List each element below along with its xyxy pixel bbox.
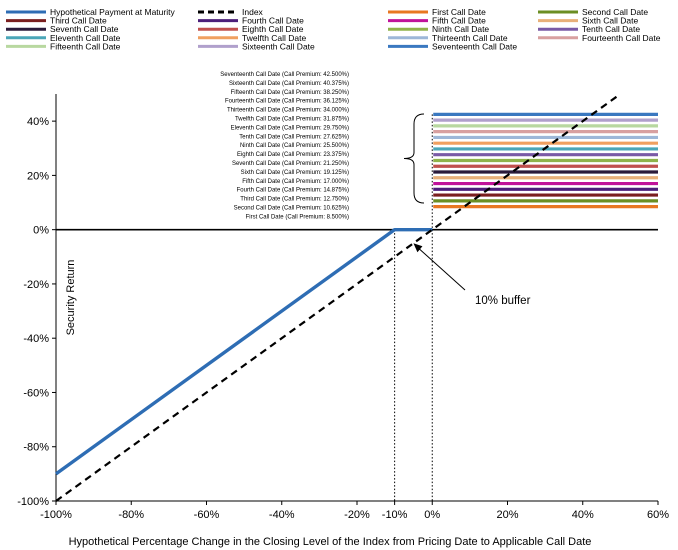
call-premium-annotations: Seventeenth Call Date (Call Premium: 42.… xyxy=(220,72,530,307)
payment-line xyxy=(55,227,433,476)
legend-label: Thirteenth Call Date xyxy=(432,33,508,43)
buffer-label: 10% buffer xyxy=(475,295,531,307)
legend-label: Fourth Call Date xyxy=(242,16,304,26)
call-premium-label: Twelfth Call Date (Call Premium: 31.875%… xyxy=(235,117,349,123)
y-axis-title: Security Return xyxy=(65,260,77,336)
x-tick-label: 40% xyxy=(572,509,594,521)
y-tick-label: 0% xyxy=(33,225,49,237)
plot-area: 40% 20% 0% -20% -40% -60% -80% -100%-100% -80% -6… xyxy=(17,93,669,521)
call-premium-label: Seventh Call Date (Call Premium: 21.250%… xyxy=(232,161,349,167)
legend-label: Seventh Call Date xyxy=(50,24,119,34)
legend-label: Fifteenth Call Date xyxy=(50,41,121,51)
call-premium-label: Tenth Call Date (Call Premium: 27.625%) xyxy=(239,134,349,140)
y-tick-label: -100% xyxy=(17,496,49,508)
y-tick-label: 20% xyxy=(27,170,49,182)
legend-label: Seventeenth Call Date xyxy=(432,41,517,51)
legend-label: Fourteenth Call Date xyxy=(582,33,661,43)
y-tick-label: -80% xyxy=(23,442,49,454)
brace xyxy=(403,113,425,204)
legend-label: First Call Date xyxy=(432,7,486,17)
legend-label: Eleventh Call Date xyxy=(50,33,121,43)
legend-label: Index xyxy=(242,7,264,17)
call-premium-label: Fifteenth Call Date (Call Premium: 38.25… xyxy=(231,90,349,96)
call-premium-label: Fourteenth Call Date (Call Premium: 36.1… xyxy=(225,99,349,105)
x-tick-label: -100% xyxy=(40,509,72,521)
x-tick-label: 20% xyxy=(496,509,518,521)
buffer-arrow-head xyxy=(413,243,423,253)
legend-label: Eighth Call Date xyxy=(242,24,304,34)
call-premium-label: Eleventh Call Date (Call Premium: 29.750… xyxy=(231,125,349,131)
call-premium-label: Sixteenth Call Date (Call Premium: 40.37… xyxy=(229,81,349,87)
x-axis-title: Hypothetical Percentage Change in the Cl… xyxy=(69,536,592,548)
call-premium-label: Fourth Call Date (Call Premium: 14.875%) xyxy=(237,188,349,194)
legend-label: Third Call Date xyxy=(50,16,107,26)
call-premium-label: Sixth Call Date (Call Premium: 19.125%) xyxy=(241,170,349,176)
call-premium-label: Third Call Date (Call Premium: 12.750%) xyxy=(240,197,349,203)
call-premium-label: Ninth Call Date (Call Premium: 25.500%) xyxy=(240,143,349,149)
legend-label: Fifth Call Date xyxy=(432,16,486,26)
call-premium-label: Second Call Date (Call Premium: 10.625%) xyxy=(234,206,349,212)
y-tick-label: -20% xyxy=(23,279,49,291)
x-tick-label: 60% xyxy=(647,509,669,521)
x-tick-label: -20% xyxy=(344,509,370,521)
legend-label: Twelfth Call Date xyxy=(242,33,307,43)
y-tick-label: -40% xyxy=(23,333,49,345)
call-premium-label: Eighth Call Date (Call Premium: 23.375%) xyxy=(237,152,349,158)
x-tick-label: 0% xyxy=(424,509,440,521)
legend-label: Ninth Call Date xyxy=(432,24,489,34)
legend-label: Second Call Date xyxy=(582,7,648,17)
x-tick-label: -80% xyxy=(118,509,144,521)
buffer-arrow-line xyxy=(417,246,466,291)
x-tick-label: -10% xyxy=(382,509,408,521)
call-premium-label: Thirteenth Call Date (Call Premium: 34.0… xyxy=(227,108,349,114)
y-tick-label: 40% xyxy=(27,116,49,128)
y-tick-label: -60% xyxy=(23,387,49,399)
call-premium-label: Seventeenth Call Date (Call Premium: 42.… xyxy=(220,72,349,78)
x-tick-label: -60% xyxy=(194,509,220,521)
legend: Hypothetical Payment at Maturity Index Fir… xyxy=(6,7,661,51)
x-tick-label: -40% xyxy=(269,509,295,521)
call-premium-label: First Call Date (Call Premium: 8.500%) xyxy=(246,214,349,220)
legend-label: Hypothetical Payment at Maturity xyxy=(50,7,175,17)
legend-label: Tenth Call Date xyxy=(582,24,640,34)
legend-label: Sixteenth Call Date xyxy=(242,41,315,51)
legend-label: Sixth Call Date xyxy=(582,16,638,26)
index-line xyxy=(55,93,622,502)
call-premium-label: Fifth Call Date (Call Premium: 17.000%) xyxy=(242,179,349,185)
